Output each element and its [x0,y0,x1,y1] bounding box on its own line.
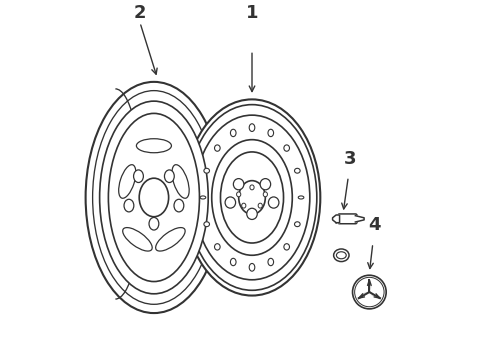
Ellipse shape [172,165,189,198]
FancyBboxPatch shape [338,214,357,224]
Ellipse shape [215,145,220,151]
Polygon shape [359,292,369,298]
Text: 2: 2 [134,4,146,22]
Ellipse shape [212,140,293,255]
Ellipse shape [230,129,236,136]
Ellipse shape [122,228,152,251]
Ellipse shape [149,217,159,230]
Ellipse shape [334,249,349,262]
Ellipse shape [294,222,300,227]
Ellipse shape [215,244,220,250]
Ellipse shape [220,152,284,243]
Polygon shape [359,292,369,298]
Ellipse shape [230,258,236,266]
Ellipse shape [260,179,270,190]
Ellipse shape [156,228,185,251]
Ellipse shape [233,179,244,190]
Ellipse shape [184,99,320,296]
Ellipse shape [352,275,386,309]
Polygon shape [333,215,340,223]
Polygon shape [355,216,364,222]
Ellipse shape [268,129,273,136]
Ellipse shape [200,196,206,199]
Ellipse shape [298,196,304,199]
Ellipse shape [119,165,136,198]
Text: 4: 4 [368,216,381,234]
Ellipse shape [108,113,199,282]
Text: 1: 1 [246,4,258,22]
Polygon shape [369,280,371,292]
Ellipse shape [247,208,257,220]
Ellipse shape [165,170,174,183]
Polygon shape [368,280,369,292]
Ellipse shape [204,168,210,173]
Ellipse shape [194,115,310,280]
Ellipse shape [204,222,210,227]
Polygon shape [369,292,380,298]
Ellipse shape [258,203,262,208]
Text: 3: 3 [344,150,356,168]
Ellipse shape [174,199,184,212]
Ellipse shape [86,82,222,313]
Ellipse shape [136,139,171,153]
Ellipse shape [124,199,134,212]
Ellipse shape [237,192,241,197]
Ellipse shape [269,197,279,208]
Ellipse shape [294,168,300,173]
Ellipse shape [250,185,254,190]
Ellipse shape [284,145,290,151]
Ellipse shape [249,264,255,271]
Ellipse shape [242,203,246,208]
Ellipse shape [134,170,144,183]
Ellipse shape [239,181,265,214]
Ellipse shape [268,258,273,266]
Ellipse shape [249,124,255,131]
Ellipse shape [139,178,169,217]
Polygon shape [369,292,380,298]
Ellipse shape [99,101,208,294]
Ellipse shape [263,192,268,197]
Ellipse shape [284,244,290,250]
Ellipse shape [225,197,236,208]
